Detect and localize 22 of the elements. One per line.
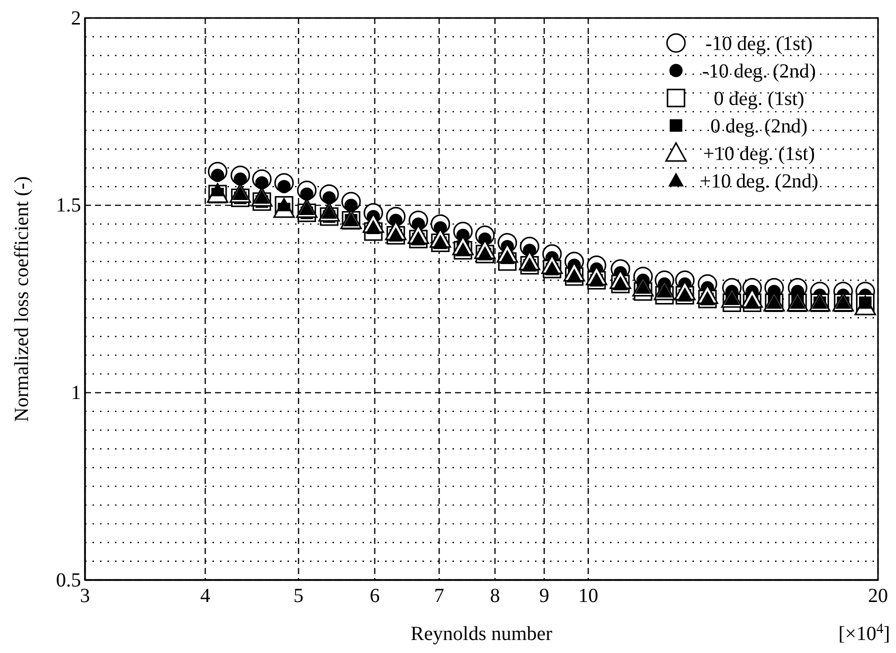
x-tick-label: 9 [539,585,550,608]
x-tick-label: 7 [434,585,444,608]
x-tick-label: 5 [294,585,304,608]
y-tick-label: 1 [71,382,81,404]
x-tick-label: 4 [200,585,210,608]
legend-label: 0 deg. (1st) [714,88,804,110]
x-tick-label: 10 [578,585,598,608]
text: [×10$^{4}$] [838,622,890,645]
x-tick-label: 6 [370,585,380,608]
legend-label: -10 deg. (1st) [705,33,813,55]
y-tick-label: 1.5 [56,194,81,217]
x-tick-label: 8 [490,585,500,608]
legend-label: 0 deg. (2nd) [710,116,808,138]
y-tick-label: 2 [71,7,81,30]
legend-label: +10 deg. (2nd) [700,170,818,192]
y-tick-label: 0.5 [56,569,81,592]
y-axis-title: Normalized loss coefficient (-) [11,176,33,422]
legend-label: -10 deg. (2nd) [702,60,816,82]
x-axis-title: Reynolds number [410,623,553,645]
x-tick-label: 20 [868,585,888,608]
legend-label: +10 deg. (1st) [703,143,815,165]
x-tick-label: 3 [80,585,90,608]
